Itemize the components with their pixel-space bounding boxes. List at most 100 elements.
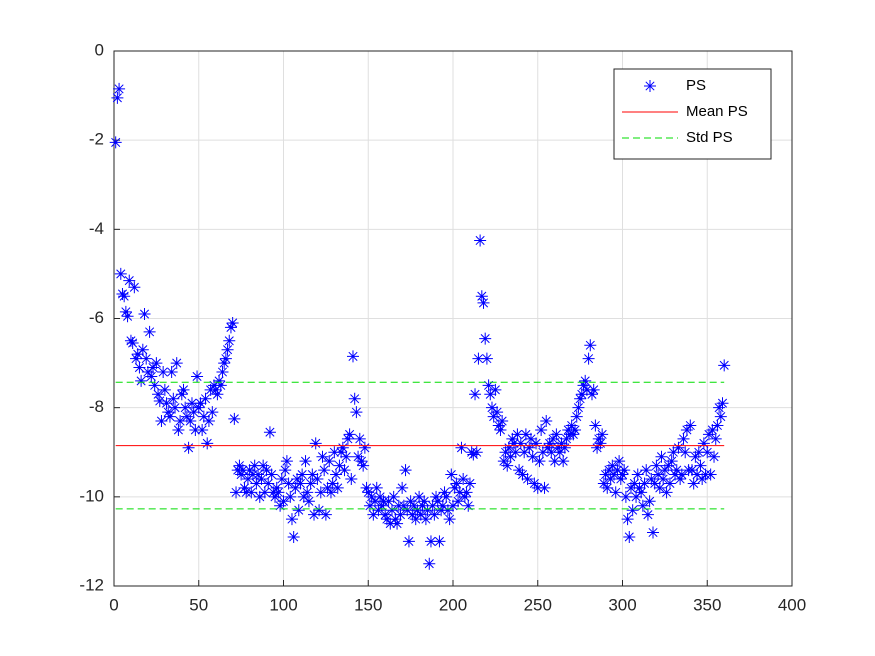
data-point [291, 473, 304, 485]
data-point [518, 446, 531, 459]
data-point [616, 468, 629, 481]
data-point [408, 499, 421, 512]
x-tick-label: 150 [354, 595, 382, 614]
data-point [524, 432, 537, 445]
data-point [287, 530, 300, 543]
data-point [352, 450, 365, 463]
data-point [169, 401, 182, 414]
data-point [219, 352, 232, 365]
data-point [523, 441, 536, 454]
data-point [199, 392, 212, 405]
data-point [238, 481, 251, 494]
data-point [131, 348, 144, 361]
data-point [324, 486, 337, 499]
data-point [277, 495, 290, 508]
data-point [453, 486, 466, 499]
data-point [148, 379, 161, 392]
data-point [297, 490, 310, 503]
data-point [306, 468, 319, 481]
data-point [213, 374, 226, 387]
x-tick-label: 200 [439, 595, 467, 614]
data-point [269, 490, 282, 503]
data-point [441, 504, 454, 517]
data-point [645, 473, 658, 485]
data-point [340, 450, 353, 463]
data-point [309, 437, 322, 450]
data-point [469, 388, 482, 401]
y-tick-label: -10 [79, 486, 104, 505]
data-point [514, 437, 527, 450]
data-point [319, 508, 332, 521]
data-point [714, 410, 727, 423]
data-point [579, 374, 592, 387]
data-point [175, 388, 188, 401]
data-point [558, 441, 571, 454]
data-point [599, 468, 612, 481]
data-point [474, 234, 487, 247]
data-point [557, 455, 570, 468]
data-point [253, 490, 266, 503]
data-line [115, 381, 725, 510]
data-point [638, 477, 651, 490]
data-point [179, 401, 192, 414]
data-point [141, 366, 154, 378]
data-point [380, 513, 393, 526]
data-point [326, 477, 339, 490]
data-point [660, 486, 673, 499]
data-point [541, 441, 554, 454]
legend-box [613, 68, 772, 160]
data-point [640, 464, 653, 477]
data-point [641, 508, 654, 521]
data-point [569, 423, 582, 436]
data-point [184, 415, 197, 428]
data-point [662, 459, 675, 472]
data-point [508, 437, 521, 450]
data-point [611, 464, 624, 477]
data-point [209, 383, 222, 396]
data-point [675, 468, 688, 481]
data-point [463, 477, 476, 490]
data-point [631, 468, 644, 481]
data-point [501, 459, 514, 472]
data-point [363, 499, 376, 512]
x-tick-label: 50 [189, 595, 208, 614]
data-point [606, 459, 619, 472]
data-point [697, 437, 710, 450]
data-point [385, 504, 398, 517]
data-point [379, 508, 392, 521]
data-point [292, 504, 305, 517]
data-point [118, 290, 131, 303]
data-point [536, 446, 549, 459]
data-point [482, 379, 495, 392]
data-point [382, 495, 395, 508]
axes-box [113, 50, 793, 587]
data-point [584, 339, 597, 352]
data-point [716, 397, 729, 410]
data-point [399, 464, 412, 477]
data-point [460, 486, 473, 499]
data-point [496, 415, 509, 428]
data-point [457, 473, 470, 485]
data-point [275, 473, 288, 485]
data-point [658, 464, 671, 477]
data-point [462, 499, 475, 512]
data-point [114, 267, 127, 280]
data-point [304, 477, 317, 490]
data-point [241, 473, 254, 485]
data-point [428, 508, 441, 521]
data-point [450, 477, 463, 490]
data-point [626, 504, 639, 517]
data-point [365, 490, 378, 503]
data-point [348, 392, 361, 405]
data-point [506, 432, 519, 445]
data-point [647, 526, 660, 539]
data-point [455, 441, 468, 454]
data-point [619, 490, 632, 503]
data-point [424, 535, 437, 548]
data-point [272, 486, 285, 499]
data-point [318, 464, 331, 477]
data-point [163, 410, 176, 423]
data-point [255, 473, 268, 485]
data-point [402, 535, 415, 548]
data-point [258, 486, 271, 499]
